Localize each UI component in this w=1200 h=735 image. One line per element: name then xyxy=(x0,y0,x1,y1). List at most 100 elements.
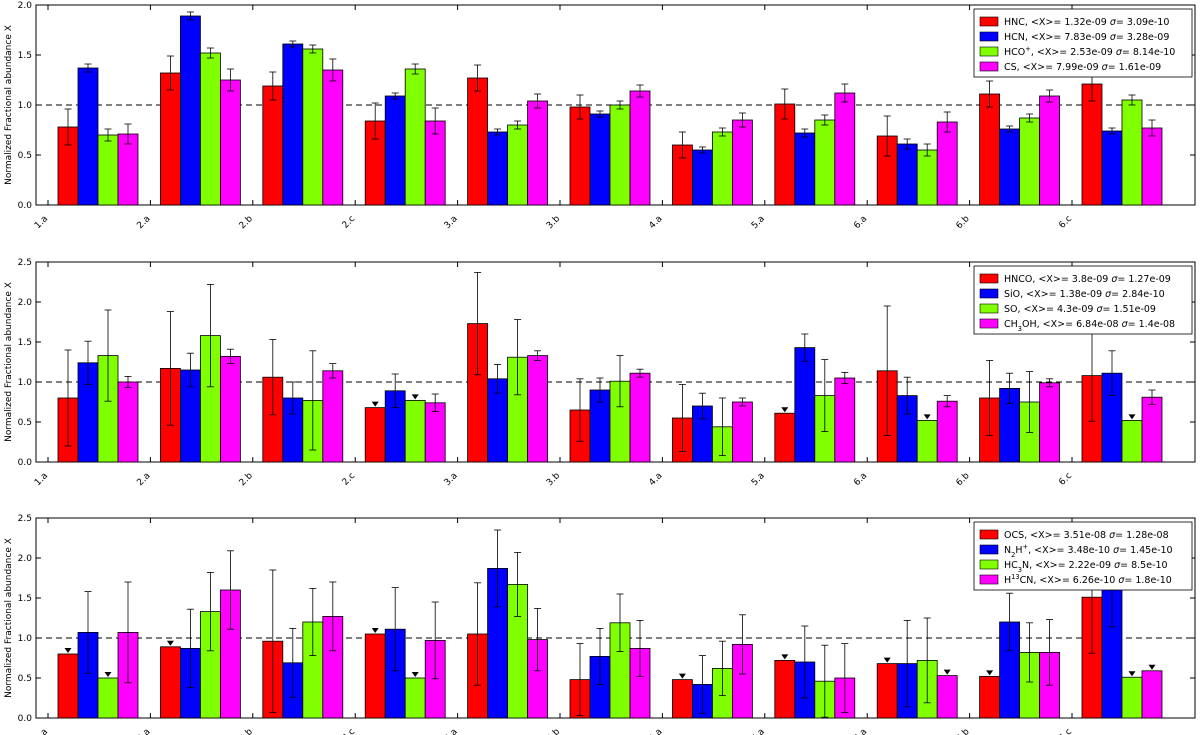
bar xyxy=(916,149,938,206)
bar xyxy=(117,133,139,206)
bar xyxy=(159,72,181,206)
legend-entry: OCS, <X>= 3.51e-08 σ= 1.28e-08 xyxy=(1004,530,1169,541)
bar xyxy=(467,77,489,206)
bar xyxy=(1121,99,1143,206)
chart-panel-3: 0.0 0.5 1.0 1.5 2.0 2.5 Normalized Fractional … xyxy=(4,514,1196,735)
legend-entry: HNC, <X>= 1.32e-09 σ= 3.09e-10 xyxy=(1004,17,1169,28)
upper-limit-marker xyxy=(781,654,789,660)
bar xyxy=(322,370,344,463)
upper-limit-marker xyxy=(166,640,174,646)
upper-limit-marker xyxy=(411,394,419,400)
upper-limit-marker xyxy=(64,648,72,653)
legend-entry: N2H+, <X>= 3.48e-10 σ= 1.45e-10 xyxy=(1004,543,1173,559)
y-tick-label: 2.0 xyxy=(18,554,33,564)
bar xyxy=(609,104,631,206)
bar xyxy=(219,355,241,463)
y-tick-label: 0.5 xyxy=(18,674,32,684)
y-tick-label: 0.0 xyxy=(18,201,33,211)
bar xyxy=(936,121,958,206)
bar xyxy=(712,131,733,206)
y-axis-label: Normalized Fractional abundance X xyxy=(4,282,14,442)
bar xyxy=(507,124,529,206)
x-tick-label: 2.c xyxy=(341,727,358,735)
x-tick-label: 6.b xyxy=(955,471,972,488)
bar xyxy=(57,653,79,719)
legend-swatch xyxy=(979,31,999,42)
legend xyxy=(973,8,1193,78)
bar xyxy=(404,677,426,719)
y-tick-label: 0.5 xyxy=(18,418,32,428)
bar xyxy=(1141,127,1163,206)
bar xyxy=(77,67,99,206)
bar xyxy=(404,399,426,463)
legend-swatch xyxy=(979,61,999,72)
legend-swatch xyxy=(979,273,999,284)
x-tick-label: 5.a xyxy=(750,727,767,735)
bar xyxy=(1039,95,1060,206)
chart-panel-2: 0.0 0.5 1.0 1.5 2.0 2.5 Normalized Fractional … xyxy=(4,258,1196,488)
x-tick-label: 6.c xyxy=(1057,214,1074,231)
legend-entry: CH3OH, <X>= 6.84e-08 σ= 1.4e-08 xyxy=(1004,319,1175,333)
x-tick-label: 6.a xyxy=(852,471,869,488)
bar xyxy=(262,85,284,206)
legend-entry: SO, <X>= 4.3e-09 σ= 1.51e-09 xyxy=(1004,304,1156,315)
x-tick-label: 6.c xyxy=(1057,727,1074,735)
legend-swatch xyxy=(979,544,999,555)
y-tick-label: 1.5 xyxy=(18,338,32,348)
y-tick-label: 0.0 xyxy=(18,458,33,468)
legend-swatch xyxy=(979,46,999,57)
x-tick-label: 3.a xyxy=(443,471,460,488)
y-tick-label: 0.5 xyxy=(18,151,32,161)
x-tick-label: 4.a xyxy=(647,214,664,231)
bar xyxy=(179,15,201,206)
upper-limit-marker xyxy=(986,670,994,676)
x-tick-label: 1.a xyxy=(33,214,50,231)
legend-entry: SiO, <X>= 1.38e-09 σ= 2.84e-10 xyxy=(1004,289,1165,300)
legend-entry: HC3N, <X>= 2.22e-09 σ= 8.5e-10 xyxy=(1004,560,1168,574)
upper-limit-marker xyxy=(883,657,891,663)
bar xyxy=(527,100,548,206)
bar xyxy=(487,131,509,206)
bar xyxy=(936,675,958,719)
bar xyxy=(1101,130,1123,206)
bar xyxy=(364,633,386,719)
bar xyxy=(629,372,651,463)
bar xyxy=(629,90,651,206)
bar xyxy=(732,119,753,206)
x-tick-label: 2.a xyxy=(135,214,152,231)
x-tick-label: 1.a xyxy=(33,471,50,488)
bar xyxy=(979,93,1000,206)
legend-entry: CS, <X>= 7.99e-09 σ= 1.61e-09 xyxy=(1004,62,1161,73)
x-tick-label: 3.a xyxy=(443,727,460,735)
x-tick-label: 2.b xyxy=(238,214,255,231)
bar xyxy=(322,69,344,206)
bar xyxy=(569,106,591,206)
x-tick-label: 6.a xyxy=(852,727,869,735)
bar xyxy=(364,407,386,463)
bar xyxy=(97,134,119,206)
bar xyxy=(794,347,816,463)
legend xyxy=(973,521,1193,591)
upper-limit-marker xyxy=(1128,671,1136,677)
bar xyxy=(834,92,856,206)
bar xyxy=(384,95,406,206)
y-axis-label: Normalized Fractional abundance X xyxy=(4,25,14,185)
x-tick-label: 6.a xyxy=(852,214,869,231)
x-tick-label: 1.a xyxy=(33,727,50,735)
legend xyxy=(973,265,1193,335)
upper-limit-marker xyxy=(1128,414,1136,420)
bar xyxy=(1019,117,1040,206)
x-tick-label: 4.a xyxy=(647,727,664,735)
legend-swatch xyxy=(979,574,999,585)
y-tick-label: 0.0 xyxy=(18,714,33,724)
x-tick-label: 3.b xyxy=(545,471,562,488)
y-tick-label: 1.5 xyxy=(18,594,32,604)
upper-limit-marker xyxy=(943,669,951,675)
x-tick-label: 5.a xyxy=(750,471,767,488)
bar xyxy=(219,79,241,206)
bar xyxy=(97,677,119,719)
y-tick-label: 2.5 xyxy=(18,258,32,268)
y-tick-label: 1.0 xyxy=(18,101,33,111)
legend-swatch xyxy=(979,303,999,314)
x-tick-label: 6.c xyxy=(1057,471,1074,488)
